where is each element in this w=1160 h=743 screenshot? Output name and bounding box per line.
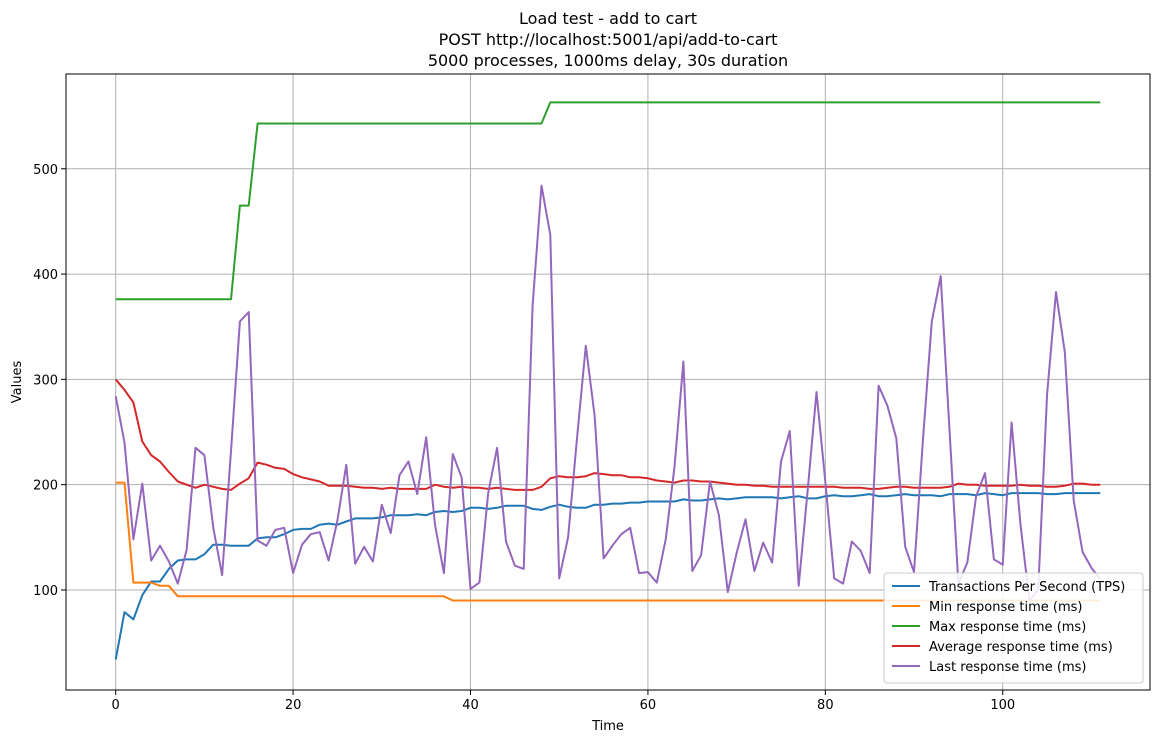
legend-entry: Transactions Per Second (TPS) — [928, 580, 1125, 595]
chart-title-line-3: 5000 processes, 1000ms delay, 30s durati… — [428, 51, 788, 70]
chart-title: Load test - add to cart POST http://loca… — [428, 9, 788, 70]
legend-box — [883, 572, 1144, 684]
y-tick-label: 300 — [33, 373, 58, 388]
chart-title-line-1: Load test - add to cart — [519, 9, 697, 28]
x-tick-label: 0 — [112, 698, 120, 713]
chart-title-line-2: POST http://localhost:5001/api/add-to-ca… — [439, 30, 778, 49]
x-tick-label: 60 — [640, 698, 657, 713]
legend: Transactions Per Second (TPS) Min respons… — [883, 572, 1144, 684]
y-tick-label: 400 — [33, 268, 58, 283]
legend-entry: Max response time (ms) — [929, 620, 1086, 635]
x-axis-label: Time — [591, 719, 624, 734]
y-tick-label: 200 — [33, 479, 58, 494]
series-lines — [114, 101, 1102, 660]
series-line-min-response-time-ms — [115, 481, 1101, 602]
y-axis-label: Values — [10, 361, 25, 404]
x-tick-label: 100 — [990, 698, 1015, 713]
legend-entry: Last response time (ms) — [929, 660, 1086, 675]
y-tick-label: 500 — [33, 163, 58, 178]
x-tick-label: 20 — [285, 698, 302, 713]
legend-entry: Min response time (ms) — [929, 600, 1082, 615]
x-tick-label: 80 — [817, 698, 834, 713]
y-tick-label: 100 — [33, 584, 58, 599]
plot-area-frame — [65, 73, 1151, 691]
series-line-transactions-per-second-tps — [114, 492, 1101, 660]
series-line-average-response-time-ms — [114, 378, 1101, 491]
series-line-max-response-time-ms — [115, 101, 1101, 301]
series-line-last-response-time-ms — [114, 184, 1102, 602]
gridlines — [66, 74, 1150, 690]
x-tick-label: 40 — [462, 698, 479, 713]
axis-ticks: 0 20 40 60 80 100 100 200 300 400 500 — [33, 163, 1015, 713]
legend-entry: Average response time (ms) — [929, 640, 1113, 655]
